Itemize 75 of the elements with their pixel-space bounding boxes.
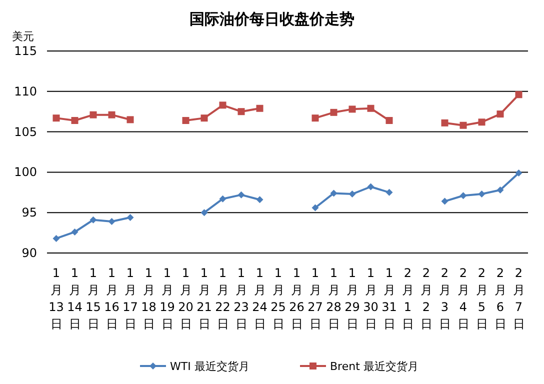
point <box>219 195 226 202</box>
x-tick-label: 1月30日 <box>363 266 378 331</box>
y-axis-title: 美元 <box>12 30 34 43</box>
x-tick-label: 2月2日 <box>420 266 432 331</box>
point <box>478 190 486 198</box>
point <box>348 190 356 198</box>
point <box>515 170 522 177</box>
x-tick-label: 1月28日 <box>326 266 342 331</box>
point <box>52 114 60 122</box>
point <box>126 116 134 124</box>
y-tick-label: 100 <box>14 165 37 180</box>
point <box>108 218 116 225</box>
x-tick-label: 2月5日 <box>476 266 488 331</box>
point <box>460 122 467 129</box>
x-tick-label: 1月31日 <box>382 266 397 331</box>
x-tick-label: 2月6日 <box>494 266 506 331</box>
x-tick-label: 1月16日 <box>104 266 120 331</box>
point <box>496 110 504 118</box>
x-tick-label: 2月4日 <box>457 266 470 331</box>
x-tick-label: 1月13日 <box>48 266 64 331</box>
point <box>200 209 208 216</box>
y-tick-label: 105 <box>14 124 37 139</box>
y-tick-label: 90 <box>22 246 37 260</box>
point <box>256 196 264 204</box>
x-tick-label: 1月26日 <box>289 266 304 331</box>
x-tick-label: 1月22日 <box>215 266 230 331</box>
chart-title: 国际油价每日收盘价走势 <box>190 10 354 28</box>
point <box>90 111 97 118</box>
x-tick-label: 1月25日 <box>270 266 286 331</box>
point <box>496 186 504 194</box>
point <box>441 198 448 205</box>
x-tick-label: 2月3日 <box>438 266 451 331</box>
x-tick-label: 1月19日 <box>160 266 175 331</box>
point <box>515 91 522 98</box>
x-tick-label: 1月14日 <box>67 266 82 331</box>
x-tick-label: 1月29日 <box>344 266 360 331</box>
point <box>238 191 245 198</box>
point <box>90 216 97 224</box>
legend-label: Brent 最近交货月 <box>330 360 418 373</box>
point <box>312 114 319 122</box>
point <box>312 204 319 212</box>
point <box>182 116 190 124</box>
x-tick-label: 1月18日 <box>141 266 156 331</box>
point <box>126 214 134 221</box>
x-tick-label: 1月24日 <box>252 266 268 331</box>
point <box>386 116 393 124</box>
point <box>71 116 78 124</box>
point <box>386 188 393 196</box>
point <box>200 114 208 122</box>
x-tick-label: 1月15日 <box>86 266 101 331</box>
x-tick-label: 2月7日 <box>512 266 525 331</box>
point <box>441 119 448 126</box>
x-tick-label: 1月21日 <box>196 266 212 331</box>
point <box>367 183 374 190</box>
point <box>219 102 226 109</box>
y-tick-label: 110 <box>14 84 37 98</box>
point <box>108 111 116 118</box>
point <box>330 190 338 197</box>
point <box>348 106 356 113</box>
point <box>52 234 60 242</box>
x-tick-label: 2月1日 <box>402 266 414 331</box>
legend-label: WTI 最近交货月 <box>170 360 250 373</box>
y-tick-label: 115 <box>14 44 37 58</box>
x-tick-label: 1月23日 <box>234 266 249 331</box>
point <box>71 228 78 236</box>
x-tick-label: 1月27日 <box>308 266 323 331</box>
point <box>330 108 338 116</box>
point <box>367 104 374 112</box>
x-tick-label: 1月20日 <box>178 266 194 331</box>
point <box>478 118 486 126</box>
point <box>256 104 264 112</box>
point <box>460 192 467 200</box>
y-tick-label: 95 <box>22 206 37 220</box>
x-tick-label: 1月17日 <box>122 266 138 331</box>
point <box>238 108 245 116</box>
